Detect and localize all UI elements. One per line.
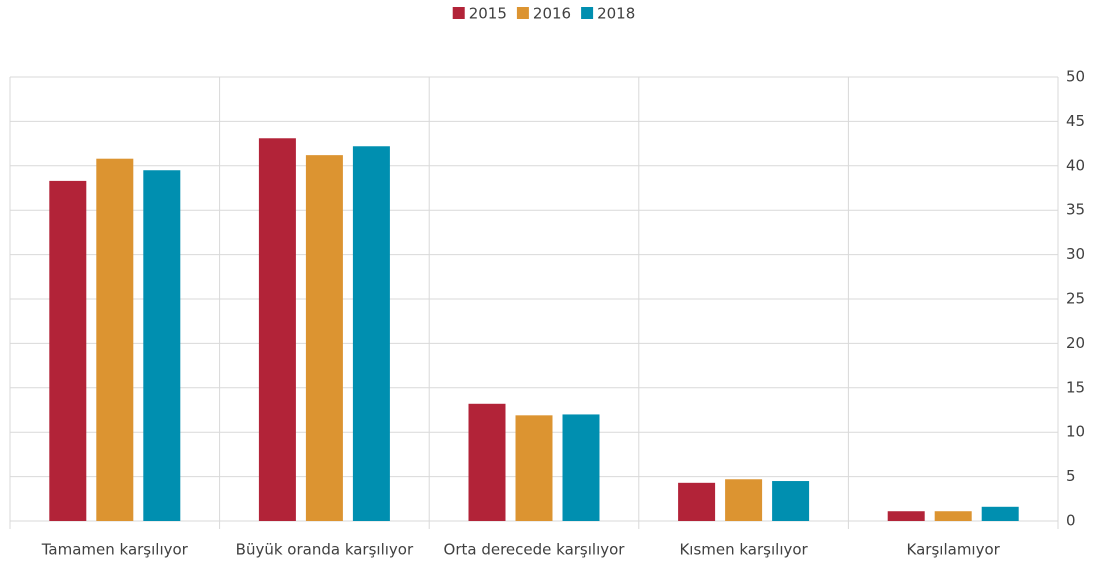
bar <box>352 146 390 522</box>
legend-label: 2016 <box>533 5 571 23</box>
bar <box>981 506 1019 521</box>
y-tick-label: 40 <box>1066 156 1085 174</box>
y-tick-label: 20 <box>1066 334 1085 352</box>
y-tick-label: 50 <box>1066 68 1085 86</box>
bar <box>49 180 87 521</box>
bar <box>678 482 716 521</box>
y-tick-label: 25 <box>1066 290 1085 308</box>
x-tick-label: Orta derecede karşılıyor <box>444 541 626 559</box>
y-tick-label: 15 <box>1066 378 1085 396</box>
y-tick-label: 10 <box>1066 423 1085 441</box>
bar <box>887 511 925 521</box>
bar <box>96 158 134 522</box>
legend-swatch <box>581 7 594 19</box>
bar <box>725 479 763 521</box>
y-tick-label: 35 <box>1066 201 1085 219</box>
x-tick-label: Tamamen karşılıyor <box>41 541 189 559</box>
bar <box>305 155 343 522</box>
bar <box>562 414 600 521</box>
x-tick-label: Karşılamıyor <box>907 541 1001 559</box>
bar <box>515 415 553 521</box>
bar <box>258 138 296 521</box>
legend-label: 2015 <box>469 5 507 23</box>
bar <box>772 481 810 521</box>
x-tick-label: Büyük oranda karşılıyor <box>236 541 414 559</box>
bar <box>468 403 506 521</box>
bar <box>934 511 972 521</box>
y-tick-label: 45 <box>1066 112 1085 130</box>
legend-swatch <box>452 7 465 19</box>
bar <box>143 170 181 522</box>
legend-swatch <box>516 7 529 19</box>
legend-label: 2018 <box>597 5 635 23</box>
y-tick-label: 30 <box>1066 245 1085 263</box>
x-tick-label: Kısmen karşılıyor <box>679 541 808 559</box>
y-tick-label: 5 <box>1066 467 1076 485</box>
y-tick-label: 0 <box>1066 512 1076 530</box>
